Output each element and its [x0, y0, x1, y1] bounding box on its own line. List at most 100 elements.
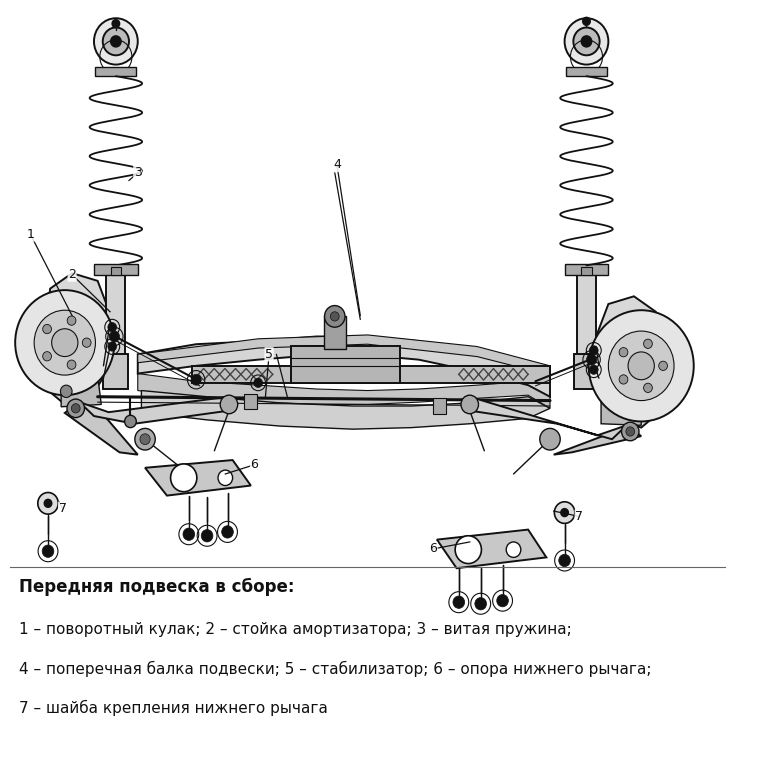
- Circle shape: [202, 530, 213, 542]
- Circle shape: [103, 27, 129, 55]
- Circle shape: [34, 310, 96, 375]
- Circle shape: [331, 312, 339, 321]
- FancyBboxPatch shape: [565, 264, 608, 275]
- Circle shape: [43, 324, 51, 334]
- Circle shape: [589, 310, 694, 422]
- FancyBboxPatch shape: [577, 273, 596, 358]
- Polygon shape: [437, 530, 546, 568]
- Circle shape: [218, 470, 233, 485]
- Circle shape: [619, 348, 628, 357]
- Circle shape: [140, 434, 150, 444]
- Polygon shape: [554, 426, 641, 454]
- Circle shape: [590, 345, 598, 355]
- Polygon shape: [145, 460, 251, 496]
- Circle shape: [628, 352, 654, 380]
- Circle shape: [108, 323, 117, 332]
- Circle shape: [51, 329, 78, 356]
- Circle shape: [94, 18, 138, 65]
- Text: 3: 3: [134, 166, 142, 179]
- Text: 6: 6: [429, 542, 437, 555]
- Text: 4 – поперечная балка подвески; 5 – стабилизатор; 6 – опора нижнего рычага;: 4 – поперечная балка подвески; 5 – стаби…: [19, 661, 651, 677]
- Circle shape: [112, 19, 120, 27]
- Text: 5: 5: [265, 348, 273, 361]
- FancyBboxPatch shape: [96, 67, 136, 76]
- Polygon shape: [65, 402, 138, 454]
- FancyBboxPatch shape: [574, 354, 599, 389]
- Circle shape: [565, 18, 608, 65]
- Polygon shape: [142, 391, 550, 429]
- FancyBboxPatch shape: [192, 366, 550, 383]
- Circle shape: [324, 306, 345, 328]
- Circle shape: [643, 384, 652, 392]
- Circle shape: [590, 365, 598, 374]
- Polygon shape: [470, 397, 626, 440]
- Circle shape: [38, 492, 58, 514]
- FancyBboxPatch shape: [244, 394, 257, 409]
- Circle shape: [626, 427, 635, 436]
- FancyBboxPatch shape: [110, 267, 121, 275]
- FancyBboxPatch shape: [107, 273, 125, 358]
- Polygon shape: [43, 273, 112, 405]
- Circle shape: [109, 331, 120, 342]
- Circle shape: [67, 316, 76, 325]
- Circle shape: [135, 429, 156, 450]
- Circle shape: [583, 17, 591, 25]
- Circle shape: [67, 399, 85, 418]
- Text: 7: 7: [575, 510, 584, 523]
- Circle shape: [573, 27, 600, 55]
- Polygon shape: [138, 335, 550, 375]
- Circle shape: [82, 338, 91, 347]
- Text: 1 – поворотный кулак; 2 – стойка амортизатора; 3 – витая пружина;: 1 – поворотный кулак; 2 – стойка амортиз…: [19, 622, 572, 637]
- Circle shape: [559, 554, 570, 566]
- Circle shape: [170, 464, 197, 492]
- Circle shape: [561, 509, 568, 517]
- Circle shape: [475, 598, 486, 610]
- Polygon shape: [138, 373, 550, 408]
- FancyBboxPatch shape: [581, 267, 591, 275]
- Text: 2: 2: [68, 268, 76, 281]
- Circle shape: [453, 596, 464, 608]
- Circle shape: [16, 290, 114, 395]
- Circle shape: [461, 395, 478, 414]
- Circle shape: [587, 354, 597, 365]
- Circle shape: [44, 499, 51, 507]
- FancyBboxPatch shape: [291, 345, 401, 383]
- Circle shape: [581, 36, 591, 47]
- FancyBboxPatch shape: [433, 398, 447, 414]
- Circle shape: [506, 542, 520, 557]
- Polygon shape: [61, 376, 101, 407]
- Text: 1: 1: [26, 228, 34, 241]
- Circle shape: [455, 536, 482, 563]
- Circle shape: [254, 378, 262, 387]
- Text: 6: 6: [251, 458, 258, 471]
- Circle shape: [42, 545, 54, 557]
- Circle shape: [72, 404, 80, 413]
- Circle shape: [110, 36, 121, 47]
- Circle shape: [43, 352, 51, 361]
- Circle shape: [619, 375, 628, 384]
- Polygon shape: [138, 336, 550, 397]
- FancyBboxPatch shape: [324, 317, 345, 349]
- Text: 4: 4: [333, 159, 341, 171]
- Circle shape: [622, 422, 639, 441]
- Circle shape: [108, 342, 117, 351]
- Text: Передняя подвеска в сборе:: Передняя подвеска в сборе:: [19, 578, 294, 597]
- FancyBboxPatch shape: [566, 67, 607, 76]
- Circle shape: [220, 395, 238, 414]
- Circle shape: [124, 415, 136, 428]
- Circle shape: [659, 361, 668, 370]
- Polygon shape: [594, 296, 663, 428]
- Circle shape: [540, 429, 560, 450]
- Circle shape: [643, 339, 652, 349]
- Text: 7 – шайба крепления нижнего рычага: 7 – шайба крепления нижнего рычага: [19, 699, 328, 716]
- Circle shape: [222, 526, 233, 538]
- Circle shape: [496, 594, 508, 607]
- Circle shape: [608, 331, 674, 401]
- Circle shape: [555, 502, 575, 524]
- Polygon shape: [79, 397, 229, 424]
- Circle shape: [67, 360, 76, 370]
- Circle shape: [191, 374, 202, 385]
- FancyBboxPatch shape: [94, 264, 138, 275]
- Polygon shape: [601, 397, 641, 426]
- Text: 7: 7: [58, 503, 67, 515]
